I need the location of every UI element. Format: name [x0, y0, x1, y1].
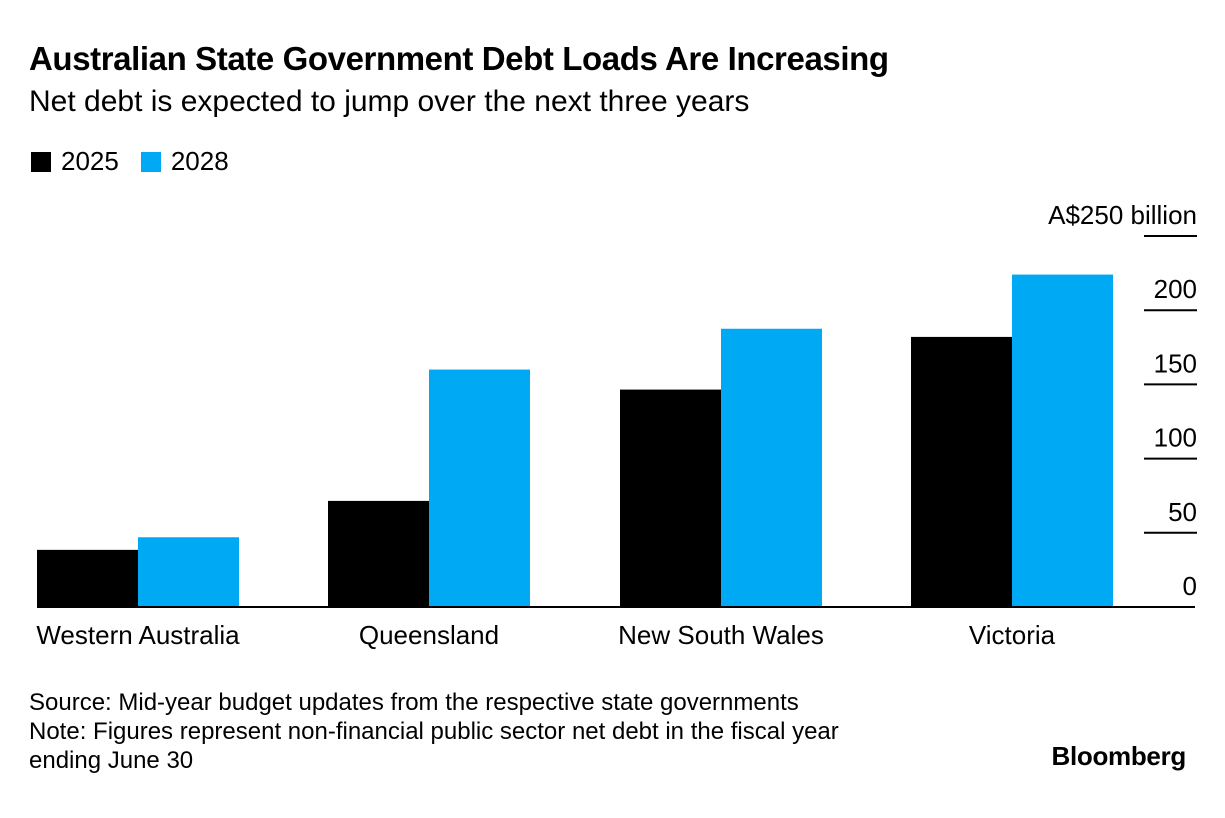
bar-2028-victoria	[1012, 274, 1113, 607]
footer: Source: Mid-year budget updates from the…	[29, 688, 989, 775]
legend: 2025 2028	[31, 146, 251, 177]
bar-2025-new-south-wales	[620, 389, 721, 607]
x-tick-label: Victoria	[969, 620, 1056, 650]
note-line-2: ending June 30	[29, 747, 194, 774]
y-tick-label: 50	[1168, 497, 1197, 527]
bloomberg-logo: Bloomberg	[1051, 741, 1186, 771]
legend-item-2028: 2028	[140, 146, 229, 177]
bar-2028-new-south-wales	[721, 328, 822, 607]
source-note: Source: Mid-year budget updates from the…	[29, 689, 799, 716]
bar-2028-queensland	[429, 369, 530, 607]
legend-label-2028: 2028	[170, 146, 229, 176]
x-tick-label: Western Australia	[36, 620, 240, 650]
chart-subtitle: Net debt is expected to jump over the ne…	[29, 85, 750, 118]
chart-title: Australian State Government Debt Loads A…	[29, 40, 889, 77]
note-line-1: Note: Figures represent non-financial pu…	[29, 718, 839, 745]
bar-2025-queensland	[328, 500, 429, 607]
y-tick-label: 150	[1154, 348, 1197, 378]
x-tick-label: New South Wales	[618, 620, 824, 650]
y-tick-label: 100	[1154, 423, 1197, 453]
bar-2028-western-australia	[138, 537, 239, 607]
bar-2025-western-australia	[37, 549, 138, 607]
y-tick-label: 200	[1154, 274, 1197, 304]
y-tick-label: 0	[1183, 571, 1197, 601]
legend-swatch-2028	[140, 151, 161, 172]
legend-item-2025: 2025	[31, 146, 119, 177]
legend-swatch-2025	[31, 151, 51, 172]
y-tick-label: A$250 billion	[1048, 200, 1197, 230]
legend-label-2025: 2025	[61, 146, 119, 176]
x-tick-label: Queensland	[359, 620, 499, 650]
bar-2025-victoria	[911, 336, 1012, 607]
